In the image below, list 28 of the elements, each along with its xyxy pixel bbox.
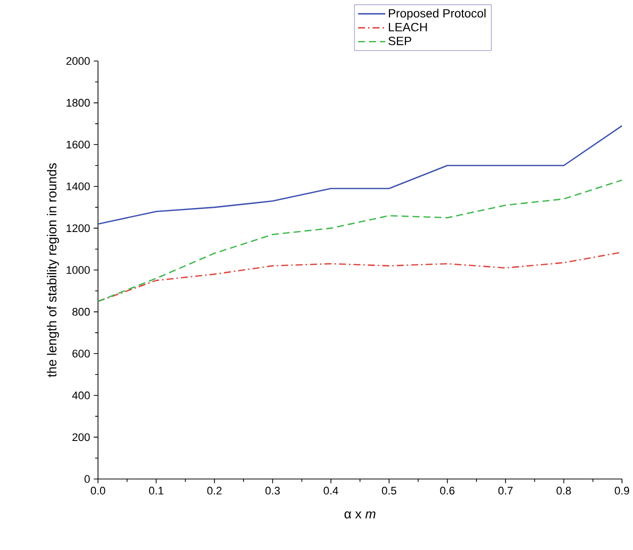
legend-label: SEP [388,36,412,46]
y-tick-label: 400 [72,392,90,400]
y-tick-label: 0 [84,475,90,483]
y-tick-label: 800 [72,308,90,316]
y-tick-label: 200 [72,433,90,442]
line-series [98,252,622,302]
y-tick-label: 1000 [66,266,90,274]
x-tick-label: 0.3 [265,486,280,495]
x-tick-label: 0.6 [440,486,454,495]
y-tick-label: 600 [72,350,90,358]
legend-label: Proposed Protocol [388,8,486,20]
x-tick-label: 0.4 [324,486,338,495]
y-axis-title: the length of stability region in rounds [46,163,60,378]
x-tick-label: 0.7 [498,486,513,495]
x-tick-label: 0.8 [556,486,571,495]
x-tick-label: 0.0 [90,486,106,495]
line-series [98,179,622,302]
x-tick-label: 0.5 [382,486,396,495]
x-axis-title: α x m [344,511,376,518]
y-tick-label: 1200 [66,224,90,232]
x-tick-label: 0.9 [614,486,630,495]
legend-label: LEACH [388,22,427,32]
x-tick-label: 0.2 [207,486,222,495]
y-tick-label: 1600 [66,140,90,148]
y-tick-label: 1400 [66,182,90,190]
y-tick-label: 2000 [66,57,90,65]
y-tick-label: 1800 [66,98,90,107]
x-tick-label: 0.1 [149,486,164,495]
